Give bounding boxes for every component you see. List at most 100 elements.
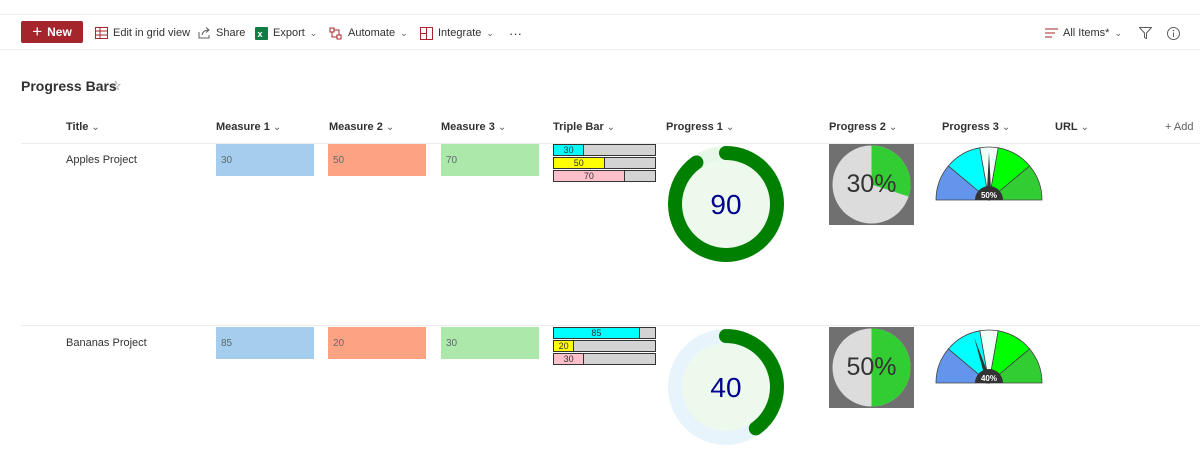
row-title: Bananas Project [66, 337, 147, 349]
add-column-label: + Add [1165, 121, 1194, 133]
triple-bar-fill-3: 30 [554, 354, 585, 364]
progress-ring: 40 [668, 329, 784, 445]
measure-3-bar: 70 [441, 144, 539, 176]
new-button-label: New [47, 25, 72, 39]
progress-ring: 90 [668, 146, 784, 262]
progress-ring-background [675, 153, 777, 255]
gauge-hub [975, 186, 1003, 200]
column-header-label: Measure 1 [216, 121, 270, 133]
progress-ring-arc [668, 146, 784, 262]
chevron-down-icon: ⌄ [385, 122, 395, 133]
new-button[interactable]: + New [21, 21, 83, 43]
column-header-measure-3[interactable]: Measure 3 ⌄ [441, 121, 506, 133]
column-header-triple-bar[interactable]: Triple Bar ⌄ [553, 121, 615, 133]
share-button[interactable]: Share [198, 24, 245, 42]
triple-bar-fill-2: 20 [554, 341, 575, 351]
view-selector[interactable]: All Items* ⌄ [1045, 24, 1122, 42]
triple-bar-track: 50 [553, 157, 656, 169]
column-header-measure-2[interactable]: Measure 2 ⌄ [329, 121, 394, 133]
gauge-hub [975, 369, 1003, 383]
progress-gauge: 50% [935, 146, 1043, 202]
gauge-segment-5 [987, 348, 1043, 384]
progress-pie-slice [871, 328, 911, 407]
triple-bar-track: 70 [553, 170, 656, 182]
chevron-down-icon: ⌄ [91, 122, 100, 133]
triple-bar-track: 20 [553, 340, 656, 352]
svg-text:x: x [258, 29, 263, 39]
filter-button[interactable] [1139, 24, 1152, 42]
column-header-label: Triple Bar [553, 121, 604, 133]
column-header-label: Progress 3 [942, 121, 999, 133]
share-icon [198, 27, 210, 39]
progress-ring-value: 40 [710, 372, 741, 403]
export-button[interactable]: x Export ⌄ [255, 24, 317, 42]
chevron-down-icon: ⌄ [1114, 27, 1123, 38]
edit-grid-view-label: Edit in grid view [113, 27, 191, 39]
measure-2-bar: 20 [328, 327, 426, 359]
column-header-url[interactable]: URL ⌄ [1055, 121, 1089, 133]
progress-ring-value: 90 [710, 189, 741, 220]
column-header-title[interactable]: Title ⌄ [66, 121, 100, 133]
row-title: Apples Project [66, 154, 137, 166]
progress-pie-chart [832, 145, 911, 224]
triple-bar-fill-1: 30 [554, 145, 585, 155]
triple-bar-track: 30 [553, 353, 656, 365]
chevron-down-icon: ⌄ [1001, 122, 1011, 133]
chevron-down-icon: ⌄ [888, 122, 898, 133]
export-label: Export [273, 27, 305, 39]
measure-2-bar: 50 [328, 144, 426, 176]
header-divider [21, 143, 1200, 144]
measure-3-bar: 30 [441, 327, 539, 359]
gauge-segment-5 [987, 165, 1043, 201]
chevron-down-icon: ⌄ [725, 122, 735, 133]
gauge-value: 50% [981, 191, 997, 200]
column-header-measure-1[interactable]: Measure 1 ⌄ [216, 121, 281, 133]
add-column-button[interactable]: + Add [1165, 121, 1193, 133]
column-header-progress-3[interactable]: Progress 3 ⌄ [942, 121, 1010, 133]
column-header-progress-1[interactable]: Progress 1 ⌄ [666, 121, 734, 133]
measure-1-bar: 85 [216, 327, 314, 359]
column-header-progress-2[interactable]: Progress 2 ⌄ [829, 121, 897, 133]
more-button[interactable]: ··· [509, 24, 522, 42]
triple-bar-fill-2: 50 [554, 158, 605, 168]
progress-pie: 50% [829, 327, 914, 408]
column-header-label: Progress 2 [829, 121, 886, 133]
chevron-down-icon: ⌄ [272, 122, 282, 133]
grid-icon [95, 27, 108, 39]
integrate-button[interactable]: Integrate ⌄ [420, 24, 494, 42]
triple-bar-track: 30 [553, 144, 656, 156]
column-header-label: Measure 3 [441, 121, 495, 133]
triple-bar: 85 20 30 [553, 327, 656, 365]
plus-icon: + [32, 21, 43, 41]
share-label: Share [216, 27, 246, 39]
list-icon [1045, 28, 1058, 38]
column-header-label: Progress 1 [666, 121, 723, 133]
measure-1-bar: 30 [216, 144, 314, 176]
triple-bar-fill-1: 85 [554, 328, 640, 338]
gauge-value: 40% [981, 374, 997, 383]
chevron-down-icon: ⌄ [497, 122, 507, 133]
info-button[interactable] [1167, 24, 1180, 42]
more-icon: ··· [509, 25, 522, 41]
chevron-down-icon: ⌄ [400, 27, 408, 38]
triple-bar-track: 85 [553, 327, 656, 339]
progress-pie: 30% [829, 144, 914, 225]
view-label: All Items* [1063, 27, 1110, 39]
progress-pie-label: 50% [846, 353, 897, 381]
favorite-star-icon[interactable]: ☆ [110, 78, 122, 93]
chevron-down-icon: ⌄ [606, 122, 616, 133]
edit-grid-view-button[interactable]: Edit in grid view [95, 24, 190, 42]
integrate-label: Integrate [438, 27, 482, 39]
filter-icon [1139, 27, 1152, 39]
column-header-label: URL [1055, 121, 1078, 133]
excel-icon: x [255, 26, 268, 40]
automate-icon [329, 27, 342, 39]
info-icon [1167, 26, 1180, 40]
progress-pie-slice [871, 145, 911, 197]
command-bar: + New Edit in grid view Share x Export ⌄… [0, 14, 1200, 50]
automate-label: Automate [348, 27, 396, 39]
page-title: Progress Bars [21, 78, 117, 94]
column-header-label: Title [66, 121, 89, 133]
integrate-icon [420, 26, 433, 40]
automate-button[interactable]: Automate ⌄ [329, 24, 408, 42]
